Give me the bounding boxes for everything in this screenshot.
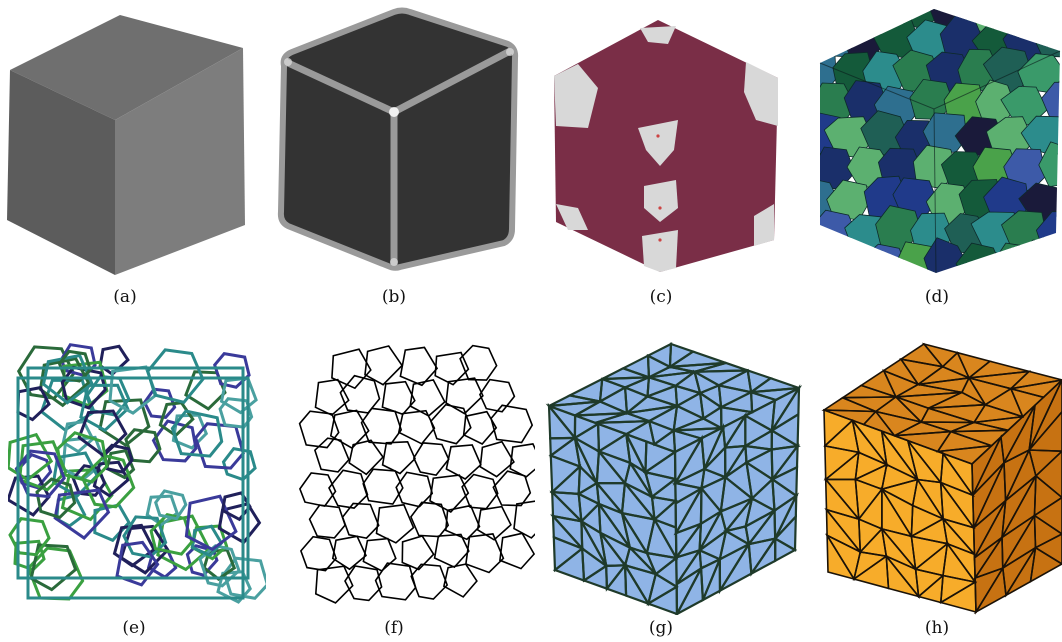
- caption-g: (g): [648, 618, 674, 638]
- caption-h: (h): [924, 618, 950, 638]
- panel-d: [816, 5, 1061, 275]
- panel-a: [5, 10, 245, 275]
- grain-cube-illustration: [819, 9, 1061, 274]
- caption-f: (f): [384, 618, 404, 638]
- caption-d: (d): [924, 287, 950, 307]
- caption-b: (b): [381, 287, 407, 307]
- caption-e: (e): [122, 618, 146, 638]
- panel-f: [285, 338, 535, 610]
- panel-c: [548, 8, 788, 273]
- panel-g: [545, 340, 803, 615]
- gray-cube-illustration: [7, 15, 245, 275]
- caption-c: (c): [649, 287, 673, 307]
- orange-mesh-cube-illustration: [821, 342, 1062, 615]
- wireframe-network-illustration: [298, 344, 535, 604]
- caption-a: (a): [113, 287, 137, 307]
- panel-h: [820, 340, 1062, 615]
- partitioned-cube-illustration: [554, 20, 778, 272]
- panel-e: [8, 338, 266, 613]
- surface-mesh-cube-illustration: [545, 342, 803, 615]
- panel-b: [272, 4, 522, 272]
- grain-boundary-network-illustration: [8, 343, 266, 604]
- dark-cube-illustration: [277, 7, 519, 271]
